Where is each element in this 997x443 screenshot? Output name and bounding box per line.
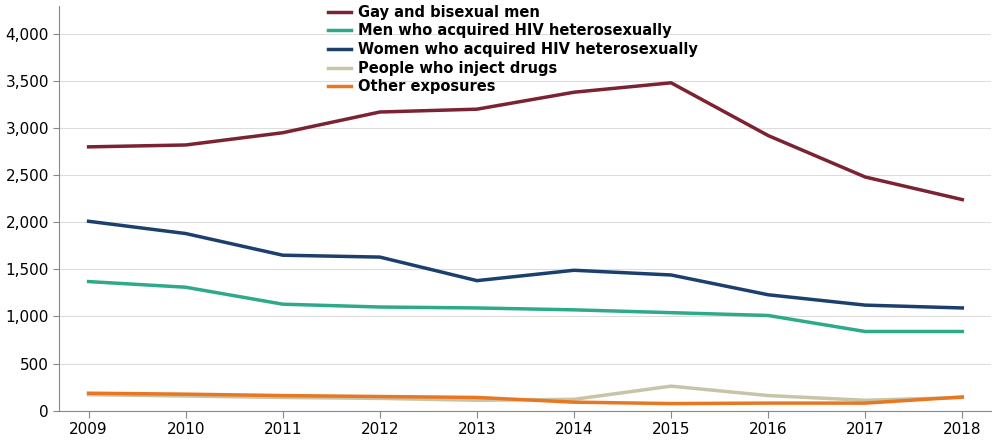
Gay and bisexual men	[956, 197, 968, 202]
Women who acquired HIV heterosexually	[956, 305, 968, 311]
Women who acquired HIV heterosexually	[277, 253, 289, 258]
Line: Women who acquired HIV heterosexually: Women who acquired HIV heterosexually	[89, 222, 962, 308]
Line: People who inject drugs: People who inject drugs	[89, 386, 962, 400]
Gay and bisexual men	[471, 106, 483, 112]
Men who acquired HIV heterosexually	[471, 305, 483, 311]
Women who acquired HIV heterosexually	[374, 254, 386, 260]
Men who acquired HIV heterosexually	[374, 304, 386, 310]
Line: Gay and bisexual men: Gay and bisexual men	[89, 83, 962, 200]
Men who acquired HIV heterosexually	[762, 313, 774, 318]
Gay and bisexual men	[859, 175, 871, 180]
People who inject drugs	[471, 398, 483, 403]
Other exposures	[956, 394, 968, 400]
Men who acquired HIV heterosexually	[179, 284, 191, 290]
Gay and bisexual men	[179, 142, 191, 148]
Men who acquired HIV heterosexually	[277, 302, 289, 307]
People who inject drugs	[179, 393, 191, 399]
Men who acquired HIV heterosexually	[568, 307, 580, 312]
Other exposures	[762, 400, 774, 406]
People who inject drugs	[277, 395, 289, 400]
Men who acquired HIV heterosexually	[83, 279, 95, 284]
Men who acquired HIV heterosexually	[859, 329, 871, 334]
Women who acquired HIV heterosexually	[471, 278, 483, 283]
Other exposures	[568, 400, 580, 405]
Other exposures	[665, 401, 677, 406]
People who inject drugs	[665, 384, 677, 389]
Line: Men who acquired HIV heterosexually: Men who acquired HIV heterosexually	[89, 282, 962, 331]
People who inject drugs	[762, 393, 774, 398]
Gay and bisexual men	[83, 144, 95, 150]
People who inject drugs	[956, 395, 968, 400]
Men who acquired HIV heterosexually	[956, 329, 968, 334]
Gay and bisexual men	[277, 130, 289, 136]
Women who acquired HIV heterosexually	[568, 268, 580, 273]
Line: Other exposures: Other exposures	[89, 393, 962, 404]
Gay and bisexual men	[665, 80, 677, 85]
Other exposures	[83, 391, 95, 396]
Women who acquired HIV heterosexually	[665, 272, 677, 278]
Gay and bisexual men	[374, 109, 386, 115]
Gay and bisexual men	[568, 89, 580, 95]
Other exposures	[374, 394, 386, 399]
People who inject drugs	[83, 392, 95, 397]
Women who acquired HIV heterosexually	[179, 231, 191, 236]
Other exposures	[859, 400, 871, 406]
Other exposures	[179, 392, 191, 397]
Legend: Gay and bisexual men, Men who acquired HIV heterosexually, Women who acquired HI: Gay and bisexual men, Men who acquired H…	[328, 5, 698, 94]
Gay and bisexual men	[762, 133, 774, 138]
Women who acquired HIV heterosexually	[762, 292, 774, 297]
Men who acquired HIV heterosexually	[665, 310, 677, 315]
Other exposures	[277, 393, 289, 398]
People who inject drugs	[374, 396, 386, 401]
People who inject drugs	[568, 396, 580, 402]
Women who acquired HIV heterosexually	[859, 303, 871, 308]
Other exposures	[471, 395, 483, 400]
Women who acquired HIV heterosexually	[83, 219, 95, 224]
People who inject drugs	[859, 398, 871, 403]
